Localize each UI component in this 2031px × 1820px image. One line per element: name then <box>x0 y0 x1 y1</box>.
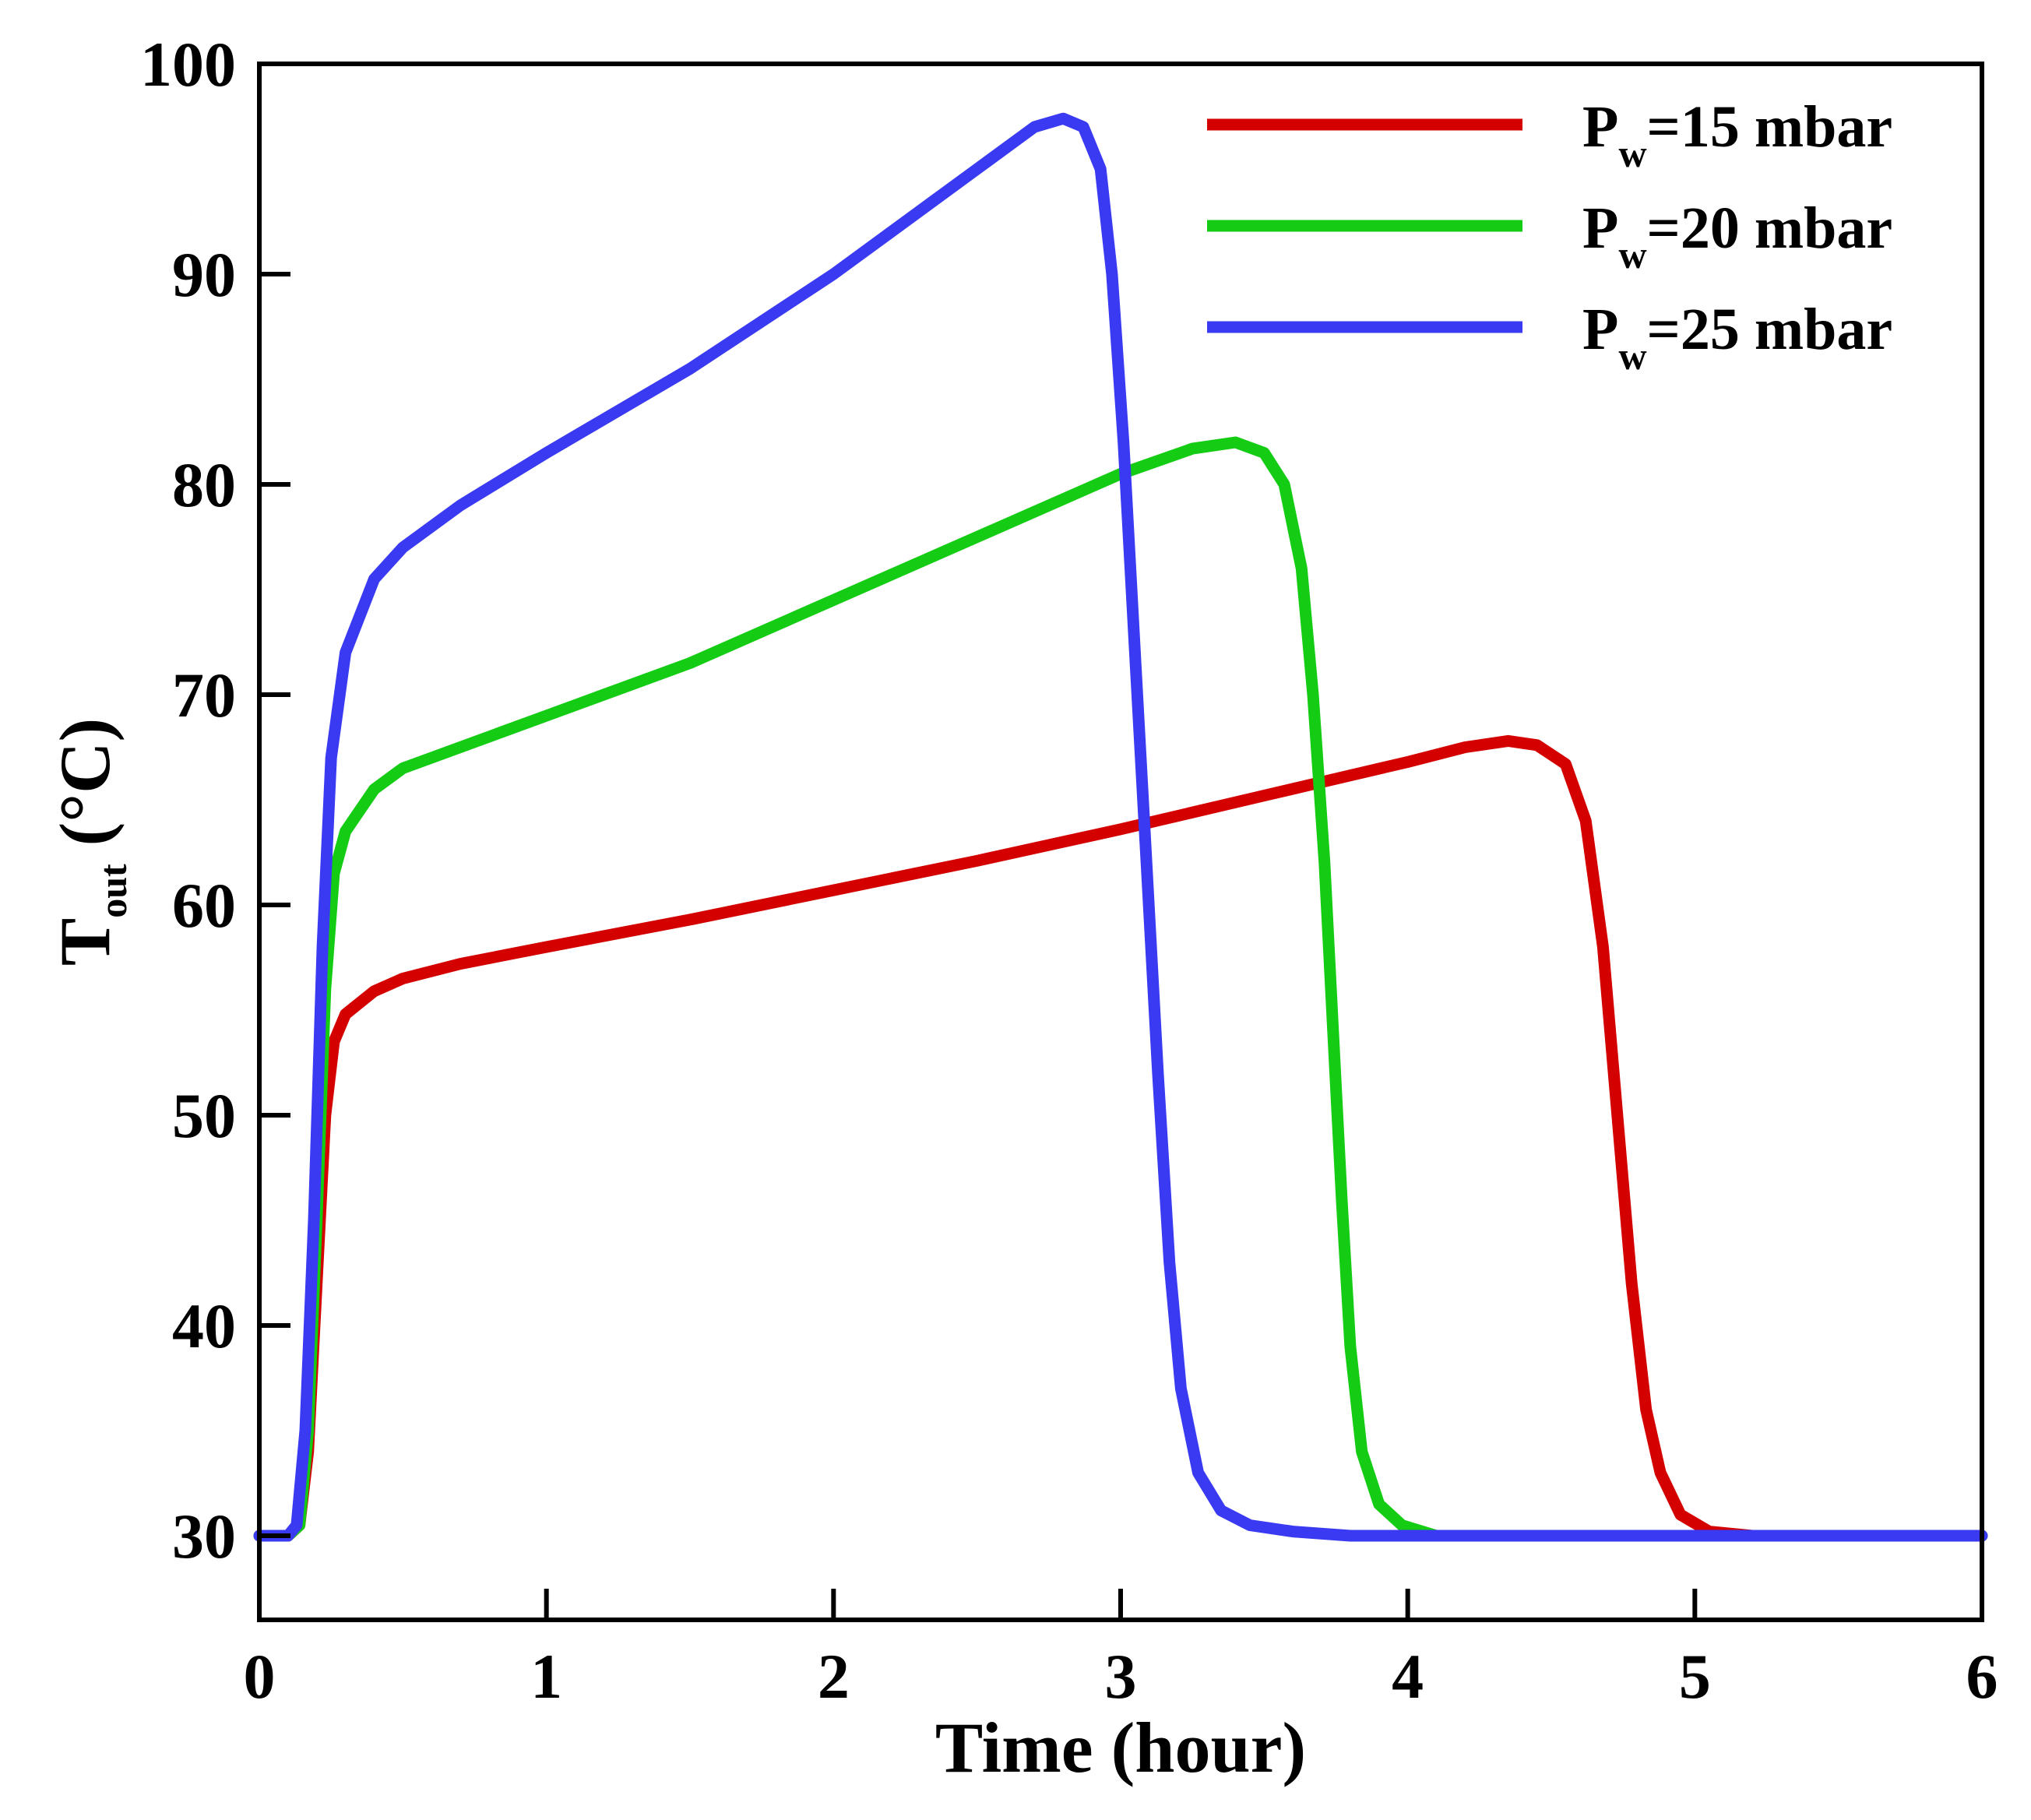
y-axis-title: Tout (°C) <box>45 718 135 966</box>
series-line-1 <box>253 734 1988 1542</box>
x-tick-label: 4 <box>1392 1641 1424 1712</box>
y-axis-title-unit: (°C) <box>45 718 125 864</box>
series-lines <box>253 112 1988 1542</box>
y-tick-label: 70 <box>172 660 236 730</box>
y-tick-label: 30 <box>172 1501 236 1572</box>
legend-label-1: Pw=15 mbar <box>1582 94 1892 175</box>
y-tick-label: 90 <box>172 239 236 310</box>
y-tick-label: 80 <box>172 449 236 520</box>
x-tick-label: 3 <box>1105 1641 1137 1712</box>
y-tick-label: 100 <box>140 29 236 100</box>
series-line-2 <box>253 436 1988 1542</box>
legend-label-2: Pw=20 mbar <box>1582 195 1892 276</box>
y-axis-title-main: T <box>45 918 125 966</box>
x-tick-label: 1 <box>530 1641 562 1712</box>
legend-label-3: Pw=25 mbar <box>1582 297 1892 378</box>
y-tick-label: 40 <box>172 1290 236 1361</box>
axis-ticks: 0 1 2 3 4 5 6 30 40 50 60 70 80 90 100 <box>140 29 1998 1712</box>
y-axis-title-sub: out <box>91 864 135 918</box>
y-tick-label: 50 <box>172 1080 236 1151</box>
x-tick-label: 2 <box>818 1641 850 1712</box>
y-tick-label: 60 <box>172 870 236 941</box>
series-line-3 <box>253 112 1988 1542</box>
x-tick-label: 0 <box>244 1641 276 1712</box>
legend: Pw=15 mbar Pw=20 mbar Pw=25 mbar <box>1207 94 1892 378</box>
x-tick-label: 6 <box>1966 1641 1998 1712</box>
x-axis-title: Time (hour) <box>935 1708 1306 1787</box>
x-tick-label: 5 <box>1679 1641 1711 1712</box>
